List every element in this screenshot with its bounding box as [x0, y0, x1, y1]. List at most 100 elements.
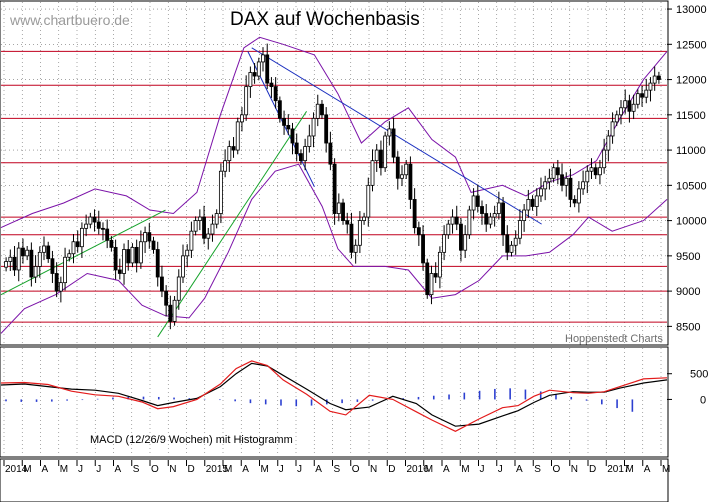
candle-up — [589, 167, 594, 172]
candle-down — [568, 177, 573, 200]
macd-y-tick-label: 0 — [700, 394, 706, 406]
candle-up — [176, 276, 181, 301]
candle-down — [160, 276, 164, 292]
candle-up — [63, 256, 67, 284]
x-tick-label: A — [315, 464, 322, 475]
x-tick-label: A — [42, 464, 49, 475]
candle-up — [16, 247, 21, 271]
price-y-tick-label: 9500 — [676, 251, 700, 263]
candle-down — [54, 273, 59, 292]
candle-down — [593, 167, 598, 176]
candle-up — [193, 220, 198, 232]
candle-up — [606, 135, 611, 151]
candle-down — [21, 247, 25, 257]
x-tick-label: M — [23, 464, 31, 475]
candle-up — [88, 216, 93, 225]
chart-title: DAX auf Wochenbasis — [230, 9, 420, 30]
candle-up — [303, 146, 308, 162]
candle-up — [256, 61, 261, 77]
candle-up — [522, 209, 527, 221]
candle-up — [58, 282, 63, 292]
candle-up — [67, 253, 72, 258]
candle-down — [75, 241, 80, 248]
candle-up — [488, 216, 493, 225]
candle-up — [585, 170, 590, 183]
macd-y-tick-label: 500 — [690, 369, 708, 381]
candle-up — [619, 107, 623, 116]
candle-down — [155, 249, 160, 278]
x-tick-label: O — [151, 464, 159, 475]
candle-down — [290, 128, 295, 144]
candle-up — [244, 86, 249, 116]
candle-up — [210, 223, 215, 235]
candle-up — [463, 234, 468, 251]
candle-up — [400, 174, 404, 179]
candle-down — [109, 239, 114, 248]
candle-down — [341, 202, 345, 221]
candle-up — [122, 249, 126, 274]
x-tick-label: M — [626, 464, 634, 475]
support-resistance-layer — [1, 50, 667, 323]
candles-layer — [4, 43, 661, 330]
candle-down — [113, 246, 118, 271]
candle-down — [560, 174, 564, 186]
candle-down — [105, 228, 110, 241]
candle-up — [623, 100, 628, 109]
price-panel-frame — [0, 0, 669, 346]
x-tick-label: 2016 — [407, 464, 430, 475]
price-y-tick-label: 10000 — [676, 216, 707, 228]
x-tick-label: M — [224, 464, 232, 475]
candle-up — [404, 163, 409, 176]
candle-up — [362, 216, 367, 221]
candle-down — [640, 93, 644, 98]
candle-up — [79, 227, 84, 248]
candle-down — [277, 100, 282, 119]
candle-up — [25, 249, 30, 257]
candle-down — [164, 290, 169, 306]
candle-down — [50, 258, 55, 274]
candle-down — [391, 128, 396, 158]
candle-up — [467, 209, 472, 236]
x-tick-label: J — [78, 464, 83, 475]
candle-up — [543, 181, 548, 190]
candle-down — [379, 149, 383, 169]
price-y-tick-label: 8500 — [676, 321, 700, 333]
x-tick-label: 2014 — [5, 464, 28, 475]
candle-up — [143, 232, 148, 243]
candle-up — [353, 244, 358, 253]
candle-up — [33, 266, 38, 278]
candle-up — [644, 89, 649, 98]
candle-down — [484, 213, 489, 225]
candle-up — [602, 149, 607, 169]
candle-up — [387, 128, 392, 137]
candle-up — [42, 245, 46, 253]
candle-down — [134, 246, 139, 264]
candle-up — [513, 237, 518, 246]
candle-down — [332, 163, 337, 214]
candle-down — [92, 216, 97, 223]
candle-up — [336, 202, 341, 214]
candle-up — [223, 160, 228, 172]
candle-down — [627, 100, 632, 112]
candle-down — [282, 117, 286, 126]
x-tick-label: M — [662, 464, 670, 475]
x-tick-label: N — [370, 464, 377, 475]
candle-down — [202, 216, 206, 239]
macd-panel-frame — [0, 346, 669, 458]
price-y-tick-label: 11000 — [676, 145, 706, 157]
candle-up — [526, 199, 531, 211]
candle-up — [172, 299, 177, 322]
candle-up — [261, 54, 265, 63]
candle-down — [298, 153, 303, 162]
candle-up — [517, 220, 522, 239]
candle-up — [610, 121, 615, 137]
candle-up — [496, 202, 501, 214]
candle-down — [286, 125, 291, 130]
candle-down — [117, 269, 122, 274]
candle-up — [71, 241, 76, 255]
candle-down — [126, 249, 131, 264]
candle-down — [480, 206, 484, 214]
candle-up — [8, 256, 13, 262]
